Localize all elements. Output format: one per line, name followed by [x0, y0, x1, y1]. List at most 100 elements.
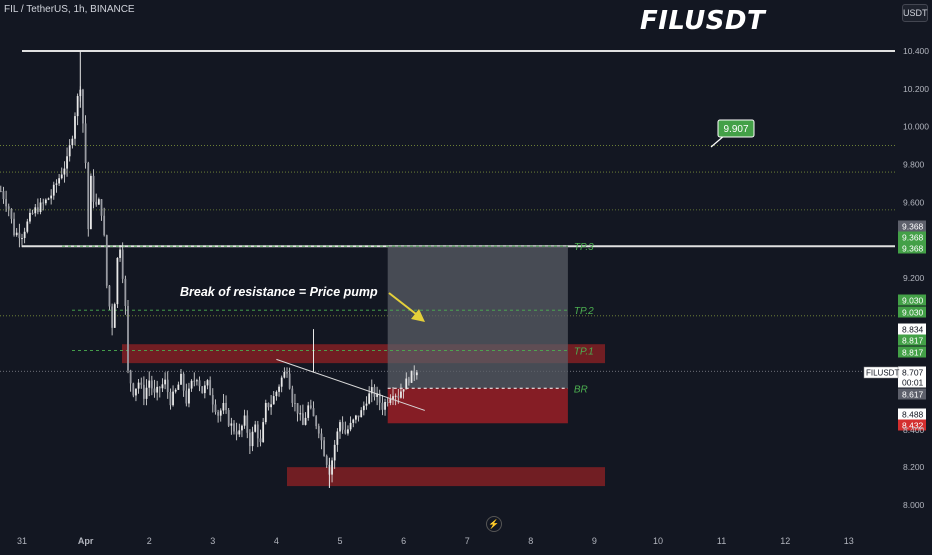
candle-body: [29, 212, 31, 222]
x-tick-label: 12: [780, 536, 790, 546]
candle-body: [158, 386, 161, 389]
candle-body: [188, 388, 190, 404]
candle-body: [381, 402, 384, 410]
trendline: [276, 358, 425, 411]
price-label-bg: [898, 376, 926, 388]
price-label-bg: [898, 388, 926, 400]
price-label: 8.400: [903, 425, 925, 435]
candle-body: [394, 395, 397, 397]
candle-body: [5, 199, 7, 207]
callout-value: 9.907: [723, 124, 748, 135]
candle-body: [365, 403, 368, 406]
y-tick-label: 8.200: [903, 462, 925, 472]
supply-zone: [287, 467, 605, 487]
candle-body: [198, 380, 201, 387]
price-label: 00:01: [902, 378, 924, 388]
price-label: 8.432: [902, 421, 924, 431]
candle-body: [172, 391, 174, 406]
chart-title: FILUSDT: [640, 6, 766, 36]
price-label-bg: [898, 346, 926, 358]
candle-body: [299, 413, 302, 415]
candle-body: [23, 231, 26, 239]
candle-body: [10, 208, 13, 219]
candle-body: [76, 96, 79, 117]
candle-body: [389, 399, 392, 403]
candle-body: [235, 431, 238, 435]
candle-body: [333, 444, 336, 461]
candle-body: [225, 402, 227, 410]
candle-body: [148, 380, 151, 388]
price-label: 9.030: [902, 308, 924, 318]
candle-body: [214, 404, 217, 413]
candle-body: [320, 433, 323, 441]
currency-button[interactable]: USDT: [902, 4, 928, 22]
candle-body: [376, 393, 378, 397]
candle-body: [323, 440, 325, 456]
target-label: TP.1: [574, 346, 594, 357]
annotation-arrow: [388, 292, 417, 315]
y-tick-label: 9.200: [903, 273, 925, 283]
price-label: 8.817: [902, 348, 924, 358]
candle-body: [280, 377, 283, 387]
candle-body: [227, 409, 230, 426]
candle-body: [90, 175, 92, 230]
candle-body: [169, 392, 172, 406]
price-label: 8.617: [902, 390, 924, 400]
candle-body: [254, 424, 257, 432]
target-label: TP.2: [574, 306, 594, 317]
candle-body: [251, 431, 254, 447]
candle-body: [211, 395, 214, 405]
price-label-bg: [898, 408, 926, 420]
candle-body: [92, 175, 95, 202]
candle-body: [294, 402, 296, 404]
candle-body: [60, 174, 63, 179]
x-tick-label: 6: [401, 536, 406, 546]
candle-body: [150, 380, 153, 389]
candle-body: [304, 417, 307, 425]
x-tick-label: Apr: [78, 536, 94, 546]
candle-body: [50, 195, 53, 199]
candle-body: [378, 393, 381, 403]
candle-body: [113, 304, 116, 328]
price-label: 9.368: [902, 222, 924, 232]
candle-body: [156, 386, 159, 393]
candle-body: [153, 388, 156, 393]
candle-body: [26, 221, 29, 232]
candle-body: [37, 207, 39, 212]
candle-body: [341, 422, 344, 430]
candle-body: [415, 372, 418, 376]
candle-body: [209, 380, 212, 396]
candle-body: [408, 378, 410, 383]
candle-body: [259, 438, 262, 443]
candle-body: [116, 257, 119, 305]
candle-body: [302, 413, 304, 425]
candle-body: [164, 379, 166, 385]
candle-body: [355, 415, 357, 420]
candle-body: [275, 391, 278, 397]
candle-body: [82, 89, 84, 124]
candle-body: [103, 215, 106, 236]
candle-body: [278, 386, 280, 392]
candle-body: [347, 429, 349, 434]
x-tick-label: 13: [844, 536, 854, 546]
candle-body: [121, 249, 124, 279]
candle-body: [52, 184, 55, 196]
candle-body: [190, 380, 193, 389]
price-label-bg: [898, 306, 926, 318]
x-tick-label: 5: [337, 536, 342, 546]
annotation-arrow-head: [411, 309, 425, 322]
candle-body: [264, 402, 267, 423]
candle-body: [21, 238, 23, 240]
candle-body: [339, 422, 341, 432]
candle-body: [63, 168, 66, 175]
price-label-bg: [898, 220, 926, 232]
price-label-bg: [898, 334, 926, 346]
price-label-bg: [898, 366, 926, 378]
price-label: 9.368: [902, 233, 924, 243]
candle-body: [344, 429, 347, 434]
candle-body: [58, 178, 60, 184]
candle-body: [108, 285, 111, 307]
lightning-icon[interactable]: ⚡: [486, 516, 502, 532]
